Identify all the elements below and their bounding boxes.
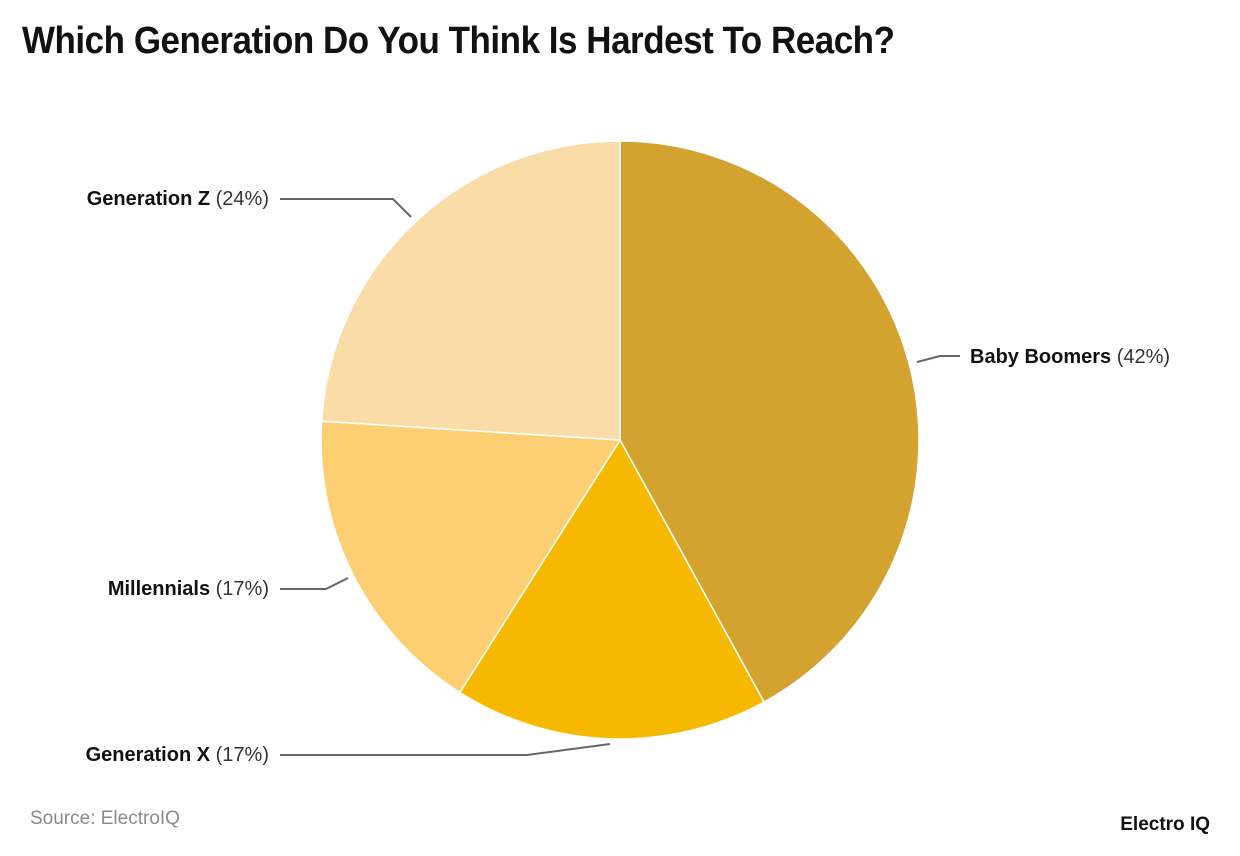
source-note: Source: ElectroIQ	[30, 808, 180, 829]
pie-slice-baby-boomers	[619, 140, 920, 704]
pie-slice-generation-x	[458, 438, 766, 740]
chart-title: Which Generation Do You Think Is Hardest…	[22, 20, 895, 62]
label-generation-x-name: Generation X	[85, 744, 211, 766]
label-baby-boomers-name: Baby Boomers	[970, 346, 1112, 368]
label-baby-boomers-pct: (42%)	[1116, 346, 1171, 368]
leader-line-generation-x	[280, 743, 611, 756]
pie-slice-generation-z	[320, 140, 621, 441]
brand-logo: Electro IQ	[1120, 814, 1210, 835]
leader-line-baby-boomers	[916, 355, 960, 363]
label-generation-z-name: Generation Z	[86, 188, 211, 210]
label-generation-x-pct: (17%)	[215, 744, 269, 766]
label-millennials-name: Millennials	[107, 578, 211, 600]
pie-slice-millennials	[320, 420, 622, 694]
pie-slices	[320, 140, 920, 740]
leader-lines	[280, 198, 960, 756]
leader-line-millennials	[280, 577, 349, 590]
label-generation-z: Generation Z (24%)	[87, 187, 269, 211]
label-baby-boomers: Baby Boomers (42%)	[970, 345, 1170, 369]
label-generation-z-pct: (24%)	[215, 188, 269, 210]
label-millennials-pct: (17%)	[215, 578, 269, 600]
leader-line-generation-z	[280, 198, 412, 218]
label-generation-x: Generation X (17%)	[86, 743, 269, 767]
label-millennials: Millennials (17%)	[108, 577, 269, 601]
